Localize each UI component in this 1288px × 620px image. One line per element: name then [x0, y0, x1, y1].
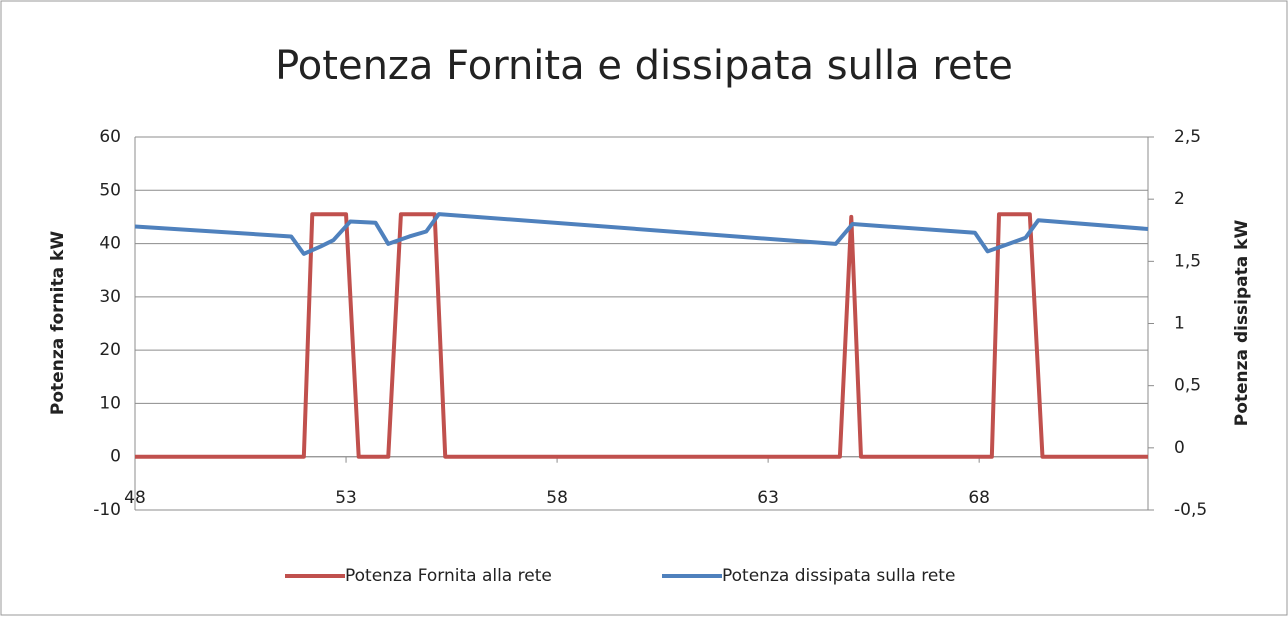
series-line	[135, 212, 1148, 459]
y-tick-label: -10	[93, 500, 121, 520]
x-tick-label: 48	[124, 488, 146, 508]
chart-title: Potenza Fornita e dissipata sulla rete	[275, 43, 1013, 89]
y2-tick-label: 0	[1174, 438, 1185, 458]
y-tick-label: 60	[99, 127, 121, 147]
y-tick-label: 40	[99, 234, 121, 254]
x-tick-label: 58	[546, 488, 568, 508]
y-tick-label: 20	[99, 340, 121, 360]
x-tick-label: 53	[335, 488, 357, 508]
y-tick-label: 10	[99, 393, 121, 413]
y2-tick-label: -0,5	[1174, 500, 1207, 520]
legend-label: Potenza Fornita alla rete	[345, 566, 552, 586]
y-tick-label: 0	[110, 447, 121, 467]
y2-tick-label: 2,5	[1174, 127, 1201, 147]
y2-axis-label: Potenza dissipata kW	[1232, 220, 1252, 427]
y2-tick-label: 1	[1174, 314, 1185, 334]
y2-tick-label: 2	[1174, 189, 1185, 209]
y-axis-label: Potenza fornita kW	[48, 231, 68, 415]
y-tick-label: 30	[99, 287, 121, 307]
series-line	[134, 212, 1149, 256]
y2-tick-label: 1,5	[1174, 251, 1201, 271]
x-tick-label: 63	[757, 488, 779, 508]
legend-label: Potenza dissipata sulla rete	[722, 566, 955, 586]
y-tick-label: 50	[99, 180, 121, 200]
y2-tick-label: 0,5	[1174, 376, 1201, 396]
x-tick-label: 68	[968, 488, 990, 508]
